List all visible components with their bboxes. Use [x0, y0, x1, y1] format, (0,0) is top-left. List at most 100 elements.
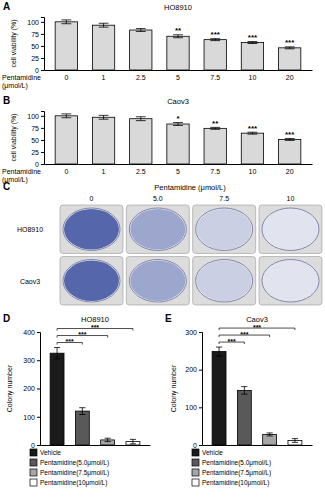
bar [241, 43, 263, 70]
y-tick: 0 [35, 161, 44, 168]
y-tick-mark [37, 445, 40, 446]
x-axis-line [45, 164, 313, 165]
y-tick-label: 100 [27, 19, 39, 26]
x-tick-label: 5 [176, 74, 180, 81]
cell-line-label: Caov3 [20, 278, 40, 285]
y-tick: 200 [23, 385, 40, 392]
plot-marks [55, 114, 301, 164]
y-tick: 100 [23, 413, 40, 420]
y-tick-label: 0 [193, 442, 197, 449]
y-tick-mark [41, 70, 44, 71]
significance-label: *** [285, 38, 295, 47]
x-tick: 7.5 [210, 164, 220, 175]
y-tick: 400 [23, 329, 40, 336]
panel-label: B [3, 95, 10, 106]
legend-label: Vehicle [40, 449, 61, 456]
panel-label: A [3, 1, 10, 12]
legend-swatch [30, 459, 37, 466]
bar [130, 30, 152, 70]
error-bar [241, 387, 247, 395]
x-axis [203, 445, 313, 446]
y-tick-mark [37, 360, 40, 361]
plate-well-colonies [197, 209, 252, 249]
x-tick-label: 10 [249, 74, 257, 81]
x-tick: 2.5 [136, 164, 146, 175]
x-tick: 1 [102, 70, 106, 81]
x-tick: 20 [286, 70, 294, 81]
figure: AHO8910cell viability (%)0255075100012.5… [0, 0, 325, 500]
x-tick: 0 [64, 164, 68, 175]
x-axis-line [45, 70, 313, 71]
x-tick: 5 [176, 70, 180, 81]
y-tick-label: 300 [185, 329, 197, 336]
plot-marks [50, 348, 140, 445]
y-tick-label: 0 [35, 67, 39, 74]
plot-marks [55, 20, 301, 70]
legend-label: Vehicle [202, 449, 223, 456]
y-tick: 75 [31, 125, 44, 132]
y-tick: 100 [27, 113, 44, 120]
legend: VehiclePentamidine(5.0μmol/L)Pentamidine… [192, 449, 271, 487]
y-tick-mark [41, 152, 44, 153]
error-bar [99, 115, 109, 119]
bar [204, 40, 226, 70]
x-axis-line [203, 445, 313, 446]
error-bar [99, 23, 109, 27]
significance-label: *** [248, 124, 258, 133]
error-bar [79, 408, 85, 415]
y-tick: 75 [31, 31, 44, 38]
x-tick-label: 2.5 [136, 74, 146, 81]
y-tick-mark [41, 46, 44, 47]
legend-label: Pentamidine(5.0μmol/L) [40, 459, 109, 467]
panel-label: D [3, 313, 10, 324]
y-tick-label: 100 [185, 404, 197, 411]
y-tick: 100 [185, 404, 202, 411]
plate-well-colonies [130, 261, 185, 301]
comparison-label: *** [66, 338, 74, 345]
error-bar [267, 433, 273, 436]
bar [167, 36, 189, 70]
significance-label: ** [175, 26, 182, 35]
y-axis: 0255075100 [27, 112, 44, 168]
y-tick-label: 0 [35, 161, 39, 168]
comparison-label: *** [78, 331, 86, 338]
y-tick: 100 [27, 19, 44, 26]
dose-label: 7.5 [219, 195, 229, 202]
plate-well-frame [193, 205, 256, 253]
x-tick: 7.5 [210, 70, 220, 81]
cell-line-label: HO8910 [17, 226, 43, 233]
y-tick-mark [41, 128, 44, 129]
y-axis-line [41, 112, 45, 165]
x-tick-label: 1 [102, 74, 106, 81]
y-tick-label: 100 [27, 113, 39, 120]
significance-label: *** [285, 130, 295, 139]
y-tick-mark [41, 34, 44, 35]
bar [167, 124, 189, 164]
y-axis-title: Colony number [170, 364, 178, 412]
plate-well-base [63, 208, 120, 250]
dose-label: 0 [90, 195, 94, 202]
y-tick-label: 100 [23, 413, 35, 420]
y-tick-mark [199, 370, 202, 371]
plate-well-frame [259, 205, 322, 253]
y-tick: 25 [31, 149, 44, 156]
plate-well-colonies [263, 209, 318, 249]
y-tick-label: 75 [31, 31, 39, 38]
y-tick: 300 [185, 329, 202, 336]
legend-label: Pentamidine(10μmol/L) [40, 479, 107, 487]
plate-well-frame [60, 205, 123, 253]
legend-swatch [192, 459, 199, 466]
bar [75, 411, 89, 445]
y-tick-label: 200 [185, 366, 197, 373]
y-tick-label: 300 [23, 357, 35, 364]
y-axis-title: cell viability (%) [10, 19, 18, 67]
panel-label: E [165, 313, 172, 324]
bar [55, 116, 77, 164]
panel-c: CPentamidine (μmol/L)05.07.510HO8910Caov… [3, 181, 322, 305]
legend-label: Pentamidine(10μmol/L) [202, 479, 269, 487]
y-tick-mark [41, 22, 44, 23]
y-tick-mark [41, 58, 44, 59]
x-tick: 5 [176, 164, 180, 175]
y-tick-label: 0 [31, 442, 35, 449]
error-bar [136, 117, 146, 121]
